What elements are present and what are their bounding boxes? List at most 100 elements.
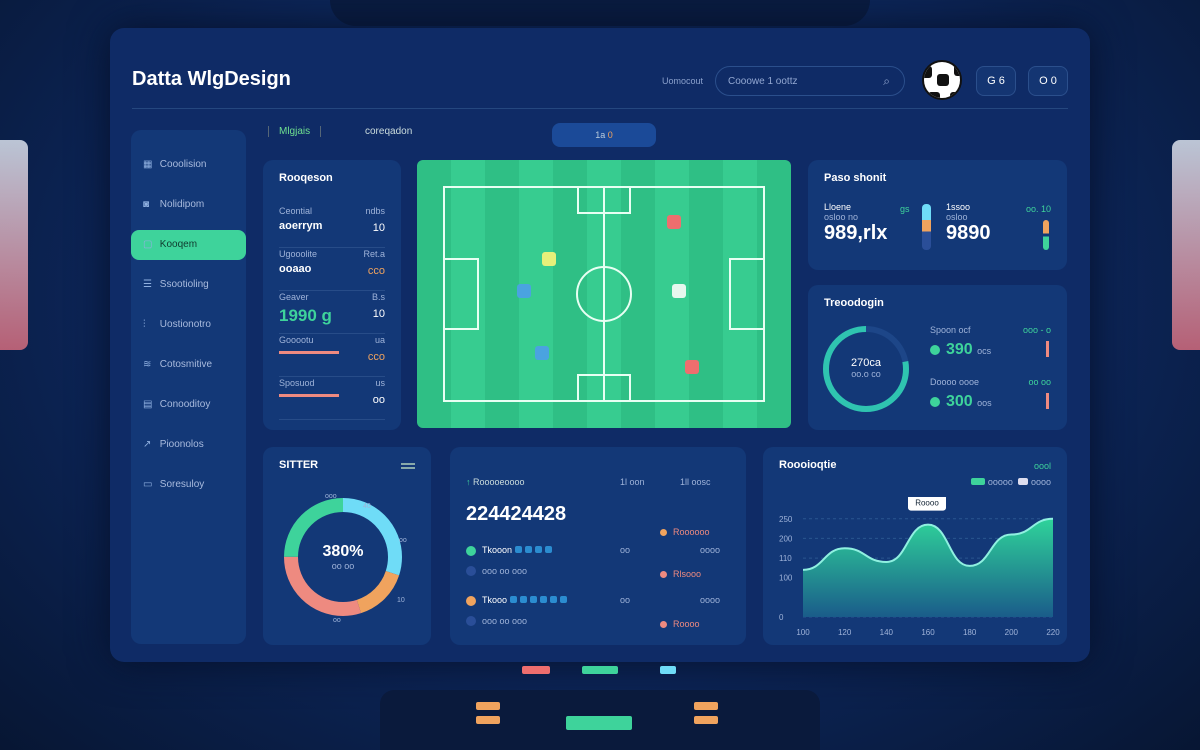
list-card: ↑ Rooooeoooo 1l oon 1ll oosc 224424428 R… <box>450 447 746 645</box>
inbox-icon: ☰ <box>143 279 152 290</box>
console-button[interactable] <box>694 702 718 710</box>
sidebar-item[interactable]: ▭ Soresuloy <box>131 470 246 500</box>
soccer-ball-avatar[interactable] <box>922 60 962 100</box>
app-title: Datta WlgDesign <box>132 68 291 90</box>
search-input[interactable]: Cooowe 1 oottz ⌕ <box>715 66 905 96</box>
sidebar-item[interactable]: ▦ Cooolision <box>131 150 246 180</box>
trend-label: Spoon ocf <box>930 325 971 335</box>
area-fill <box>803 518 1053 617</box>
player-marker[interactable] <box>685 360 699 374</box>
sidebar-item[interactable]: ↗ Pioonolos <box>131 430 246 460</box>
trend-label: Doooo oooe <box>930 377 980 387</box>
sidebar-item-label: Conooditoy <box>159 399 211 410</box>
sidebar-item-label: Pioonolos <box>159 439 204 450</box>
player-marker[interactable] <box>667 215 681 229</box>
trend-item: Spoon ocf 390 ocs <box>930 325 991 359</box>
list-header: Rooooeoooo <box>473 477 525 487</box>
progress-ring-fill <box>823 326 909 412</box>
soccer-field[interactable] <box>417 160 791 428</box>
column-header: 1l oon <box>620 477 645 487</box>
settings-button[interactable]: G 6 <box>976 66 1016 96</box>
list-item[interactable]: Tkooon ooo oo ooo <box>466 545 553 577</box>
sidebar-item-label: Uostionotro <box>159 319 211 330</box>
indicator-light <box>660 666 676 674</box>
legend-item: ooooo <box>987 477 1013 487</box>
stats-icon: ⫶ <box>143 319 146 330</box>
pill-count: 0 <box>607 130 613 140</box>
console-button[interactable] <box>566 716 632 730</box>
dashboard: Datta WlgDesign Uomocout Cooowe 1 oottz ⌕… <box>110 28 1090 662</box>
card-title: Rooqeson <box>279 172 333 184</box>
donut-label: 10 <box>397 597 405 604</box>
menu-icon[interactable] <box>401 463 415 465</box>
tab-secondary[interactable]: coreqadon <box>365 126 413 137</box>
stat-right-value: cco <box>367 351 385 363</box>
stat-label: Ugooolite <box>279 249 318 259</box>
tooltip-text: Roooo <box>915 499 939 508</box>
stat-right-label: B.s <box>371 292 385 302</box>
y-tick-label: 0 <box>779 613 784 622</box>
stat-right-label: ndbs <box>365 206 385 216</box>
stat-row: Geaver 1990 g B.s 10 <box>279 292 385 334</box>
sidebar-item-label: Soresuloy <box>159 479 205 490</box>
sidebar-item-label: Kooqem <box>159 239 198 250</box>
item-col1: oo <box>620 595 631 605</box>
card-title: Roooioqtie <box>779 459 837 471</box>
x-tick-label: 180 <box>963 628 977 637</box>
stat-row: Gooootu ua cco <box>279 335 385 377</box>
donut-slice[interactable] <box>284 498 402 616</box>
left-sub: osloo no <box>824 212 859 222</box>
indicator-light <box>522 666 550 674</box>
filter-pill[interactable]: 1a 0 <box>552 123 656 147</box>
trend-tag: oo oo <box>1028 377 1051 387</box>
sidebar-item[interactable]: ≋ Cotosmitive <box>131 350 246 380</box>
item-status: Rlsooo <box>673 569 702 579</box>
stats-card: Rooqeson Ceontial aoerrym ndbs 10 Ugooolite o… <box>263 160 401 430</box>
console-button[interactable] <box>476 702 500 710</box>
progress-ring <box>823 326 909 412</box>
stat-label: Ceontial <box>279 206 313 216</box>
trend-item: Doooo oooe 300 oos <box>930 377 992 411</box>
pill-label: 1a <box>595 130 606 140</box>
donut-label: oo <box>399 537 407 544</box>
pass-card: Paso shonit Lloene osloo no 989,rlx gs 1ss… <box>808 160 1067 270</box>
player-marker[interactable] <box>517 284 531 298</box>
sidebar-item[interactable]: ◙ Nolidipom <box>131 190 246 220</box>
player-marker[interactable] <box>535 346 549 360</box>
left-label: Lloene <box>824 202 852 212</box>
tab-primary[interactable]: Mlgjais <box>268 126 322 137</box>
stat-label: Geaver <box>279 292 309 302</box>
card-title: SITTER <box>279 459 319 471</box>
search-icon[interactable]: ⌕ <box>883 74 890 88</box>
robot-icon: ◙ <box>143 199 150 210</box>
donut-center-value: 380% <box>322 543 364 560</box>
card-title: Paso shonit <box>824 172 887 184</box>
console-button[interactable] <box>476 716 500 724</box>
right-window <box>1172 140 1200 350</box>
item-col2: oooo <box>700 595 721 605</box>
sidebar-item[interactable]: ⫶ Uostionotro <box>131 310 246 340</box>
sidebar-item[interactable]: ▢ Kooqem <box>131 230 246 260</box>
stat-right-value: cco <box>367 265 385 277</box>
stat-label: Gooootu <box>279 335 314 345</box>
pass-indicator <box>1043 220 1049 250</box>
stat-label: Sposuod <box>279 378 315 388</box>
stat-right-label: us <box>375 378 385 388</box>
notifications-button[interactable]: O 0 <box>1028 66 1068 96</box>
console-button[interactable] <box>694 716 718 724</box>
left-window <box>0 140 28 350</box>
player-marker[interactable] <box>542 252 556 266</box>
sidebar-item[interactable]: ▤ Conooditoy <box>131 390 246 420</box>
item-name: Tkooo <box>482 595 508 605</box>
trend-tag: ooo - o <box>1022 325 1051 335</box>
x-tick-label: 100 <box>796 628 810 637</box>
list-item[interactable]: Tkooo ooo oo ooo <box>466 595 568 627</box>
tooltip <box>908 497 946 511</box>
sidebar-item[interactable]: ☰ Ssootioling <box>131 270 246 300</box>
player-marker[interactable] <box>672 284 686 298</box>
sidebar-item-label: Cotosmitive <box>159 359 213 370</box>
sidebar-item-label: Ssootioling <box>159 279 209 290</box>
stat-row: Ugooolite ooaao Ret.a cco <box>279 249 385 291</box>
donut-slice[interactable] <box>284 498 402 616</box>
legend-top[interactable]: oool <box>1033 461 1051 471</box>
